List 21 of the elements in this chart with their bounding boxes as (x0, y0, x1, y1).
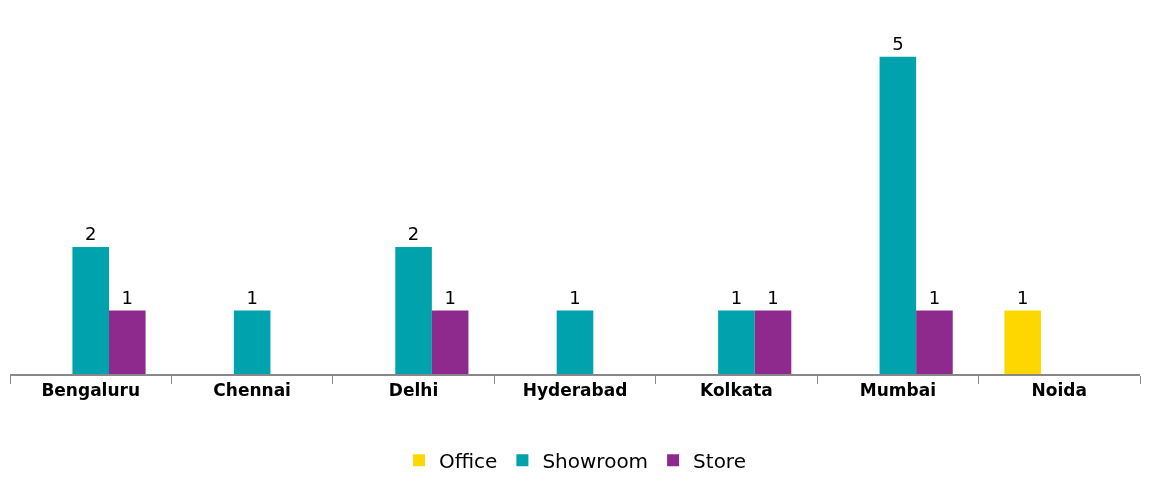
data-label: 2 (84, 223, 97, 245)
x-tick-label: Chennai (213, 380, 291, 401)
data-label: 1 (928, 286, 941, 308)
x-tick-label: Noida (1031, 380, 1087, 401)
x-tick-label: Kolkata (700, 380, 773, 401)
data-label: 1 (246, 286, 258, 308)
x-tick-label: Hyderabad (522, 380, 628, 401)
x-tick-label: Mumbai (859, 380, 936, 401)
data-label: 1 (730, 286, 743, 308)
data-label: 1 (1016, 286, 1029, 308)
legend-label: Store (693, 449, 746, 474)
data-label: 1 (767, 286, 779, 308)
data-label: 1 (444, 286, 456, 308)
legend-label: Office (439, 449, 498, 474)
x-tick-label: Bengaluru (41, 380, 141, 401)
data-label: 2 (407, 223, 420, 245)
legend-label: Showroom (542, 449, 649, 474)
data-label: 1 (569, 286, 581, 308)
x-tick-label: Delhi (388, 380, 439, 401)
data-label: 5 (892, 32, 904, 54)
data-label: 1 (121, 286, 134, 308)
